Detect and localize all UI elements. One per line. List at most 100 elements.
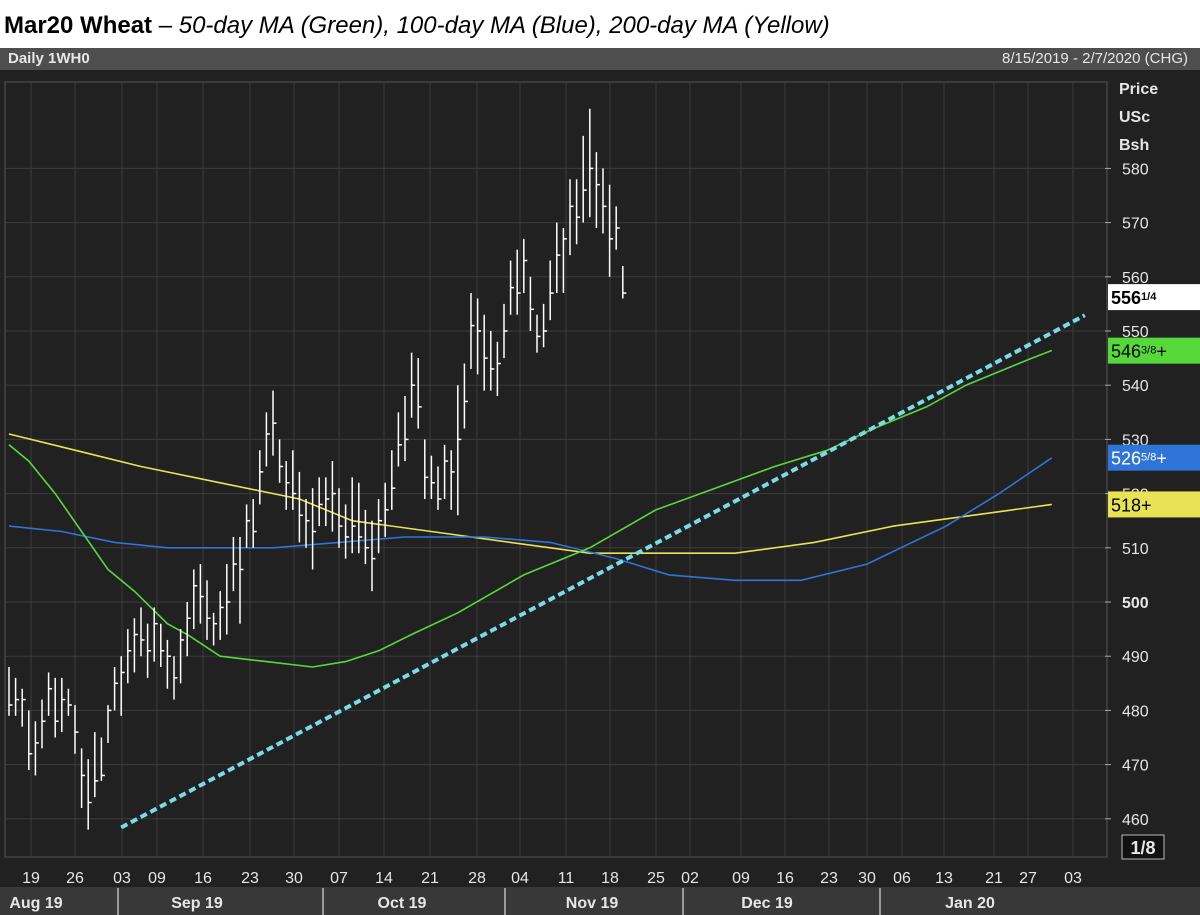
ohlc-bar-80 <box>536 314 541 353</box>
x-day-label-16: 09 <box>732 870 750 887</box>
y-tick-label-490: 490 <box>1122 649 1149 666</box>
y-tick-label-580: 580 <box>1122 161 1149 178</box>
price-tag-ma50: 5463/8+ <box>1108 337 1200 364</box>
ohlc-bar-51 <box>344 504 350 559</box>
ohlc-bars <box>8 108 627 830</box>
ohlc-bar-74 <box>496 341 501 397</box>
ohlc-bar-59 <box>397 412 402 467</box>
price-tag-label-ma200: 518+ <box>1111 495 1152 515</box>
ohlc-bar-22 <box>153 607 158 662</box>
x-day-label-8: 14 <box>375 870 393 887</box>
price-tag-frac-ma100: 5/8 <box>1141 452 1156 464</box>
ohlc-bar-21 <box>146 623 152 678</box>
ohlc-bar-15 <box>107 704 112 743</box>
ohlc-bar-8 <box>61 677 66 733</box>
ohlc-bar-61 <box>410 352 416 418</box>
ohlc-bar-73 <box>490 331 495 391</box>
chart-interval-symbol: Daily 1WH0 <box>8 50 90 67</box>
ohlc-bar-38 <box>259 450 264 505</box>
x-day-label-3: 09 <box>148 870 166 887</box>
ohlc-bar-77 <box>516 249 521 315</box>
ohlc-bar-79 <box>529 276 534 331</box>
scale-box: 1/8 <box>1121 834 1165 860</box>
x-day-label-2: 03 <box>113 870 131 887</box>
chart-header-bar: Daily 1WH0 8/15/2019 - 2/7/2020 (CHG) <box>0 48 1200 70</box>
ohlc-bar-70 <box>470 293 475 369</box>
price-tag-label-ma50: 5463/8+ <box>1111 342 1167 362</box>
ohlc-bar-43 <box>292 450 297 510</box>
moving-average-lines <box>8 349 1053 668</box>
ohlc-bar-11 <box>80 748 86 808</box>
x-day-label-18: 23 <box>820 870 838 887</box>
x-day-label-17: 16 <box>776 870 794 887</box>
ohlc-bar-40 <box>272 390 277 456</box>
y-axis: Price USc Bsh 46047048049050051052053054… <box>1105 81 1158 829</box>
ohlc-bar-48 <box>325 477 330 527</box>
ohlc-bar-39 <box>265 412 270 467</box>
ohlc-bar-30 <box>206 580 211 640</box>
x-day-label-21: 13 <box>935 870 953 887</box>
price-tag-main-ma100: 526 <box>1111 449 1141 469</box>
title-dash: – <box>152 12 179 39</box>
price-tag-label-ma100: 5265/8+ <box>1111 449 1167 469</box>
ohlc-bar-58 <box>391 450 396 510</box>
ohlc-bar-9 <box>67 688 72 716</box>
ohlc-bar-6 <box>47 672 53 716</box>
ohlc-bar-52 <box>351 477 356 554</box>
price-tag-main-last: 556 <box>1111 288 1141 308</box>
ohlc-bar-72 <box>483 314 488 391</box>
y-tick-label-560: 560 <box>1122 270 1149 287</box>
price-tag-suffix-ma50: + <box>1156 342 1167 362</box>
x-day-label-19: 30 <box>858 870 876 887</box>
x-month-label-3: Nov 19 <box>566 895 619 912</box>
title-contract: Mar20 Wheat <box>4 12 153 39</box>
y-tick-label-500: 500 <box>1122 595 1149 612</box>
ohlc-bar-55 <box>371 520 376 592</box>
ohlc-bar-56 <box>377 499 383 554</box>
x-day-label-7: 07 <box>330 870 348 887</box>
ohlc-bar-50 <box>338 488 343 548</box>
ohlc-bar-4 <box>34 721 39 776</box>
chart-background <box>0 70 1200 915</box>
x-axis: 19 26 03 09 16 23 30 07 14 21 28 04 11 18 25 02 09 16 23 30… <box>0 870 1200 915</box>
ohlc-bar-65 <box>437 466 442 510</box>
price-tag-bg-ma200 <box>1108 491 1200 518</box>
x-month-label-4: Dec 19 <box>741 895 793 912</box>
title-description: 50-day MA (Green), 100-day MA (Blue), 20… <box>178 12 830 39</box>
ohlc-bar-42 <box>285 461 290 510</box>
ohlc-bar-32 <box>219 591 224 640</box>
price-tag-label-last: 5561/4 <box>1111 288 1157 308</box>
ohlc-bar-25 <box>173 656 178 700</box>
price-tag-main-ma50: 546 <box>1111 342 1141 362</box>
ohlc-bar-47 <box>318 477 323 527</box>
y-tick-label-510: 510 <box>1122 541 1149 558</box>
ohlc-bar-87 <box>582 135 587 223</box>
ohlc-bar-92 <box>615 206 620 250</box>
price-tag-ma100: 5265/8+ <box>1108 444 1200 471</box>
y-tick-label-470: 470 <box>1122 758 1149 775</box>
month-band <box>0 887 1200 915</box>
x-day-label-4: 16 <box>194 870 212 887</box>
ohlc-bar-53 <box>358 482 363 554</box>
ohlc-bar-3 <box>28 710 33 771</box>
ohlc-bar-31 <box>212 612 218 646</box>
ohlc-bar-29 <box>199 564 204 624</box>
ohlc-bar-36 <box>245 504 251 548</box>
x-day-label-5: 23 <box>241 870 259 887</box>
x-day-label-6: 30 <box>285 870 303 887</box>
ohlc-bar-41 <box>278 439 284 483</box>
ohlc-bar-84 <box>562 228 567 294</box>
ohlc-bar-66 <box>443 444 449 500</box>
x-day-label-9: 21 <box>421 870 439 887</box>
ohlc-bar-63 <box>424 439 429 500</box>
x-day-label-12: 11 <box>558 870 575 887</box>
ohlc-bar-18 <box>127 629 132 684</box>
ohlc-bar-1 <box>14 677 20 716</box>
y-tick-label-460: 460 <box>1122 812 1149 829</box>
ohlc-bar-19 <box>133 618 138 673</box>
ohlc-bar-7 <box>54 677 59 738</box>
ohlc-bar-28 <box>193 569 198 630</box>
x-day-label-13: 18 <box>601 870 619 887</box>
x-day-label-24: 03 <box>1064 870 1082 887</box>
